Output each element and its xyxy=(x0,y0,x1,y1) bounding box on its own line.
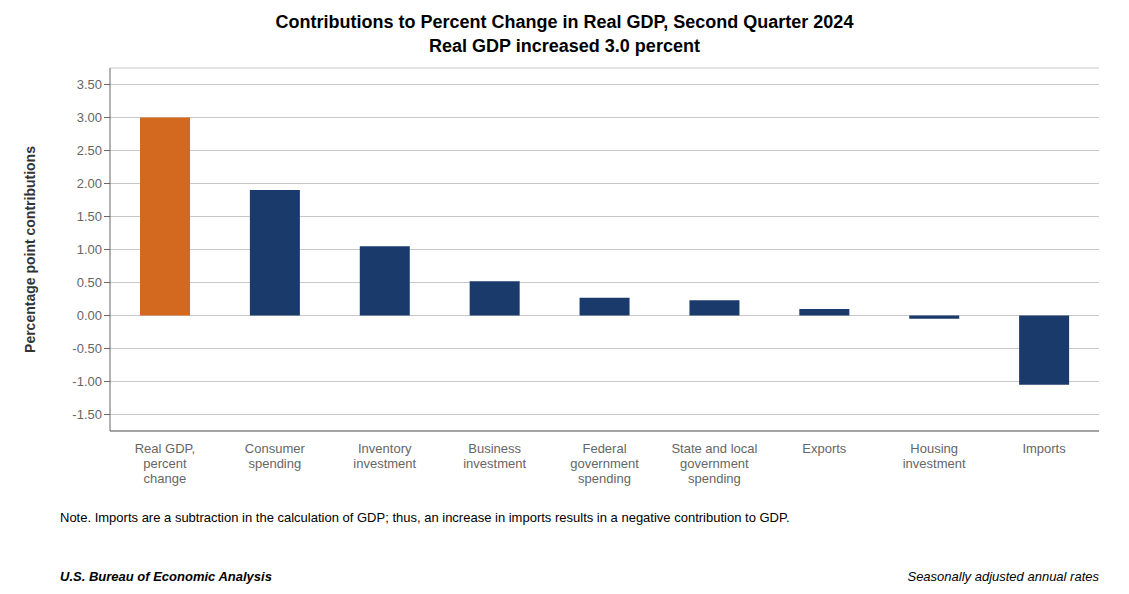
html-text:Seasonally adjusted annual rat: Seasonally adjusted annual rates xyxy=(907,569,1099,584)
svg-text:Housinginvestment: Housinginvestment xyxy=(903,441,966,471)
svg-text:1.50: 1.50 xyxy=(77,209,102,224)
svg-text:3.50: 3.50 xyxy=(77,77,102,92)
svg-text:-0.50: -0.50 xyxy=(72,341,102,356)
svg-text:Businessinvestment: Businessinvestment xyxy=(463,441,526,471)
svg-text:Percentage point contributions: Percentage point contributions xyxy=(22,146,38,353)
svg-text:Inventoryinvestment: Inventoryinvestment xyxy=(353,441,416,471)
svg-text:0.00: 0.00 xyxy=(77,308,102,323)
html-text:Note. Imports are a subtractio: Note. Imports are a subtraction in the c… xyxy=(60,510,790,525)
svg-text:3.00: 3.00 xyxy=(77,110,102,125)
svg-text:0.50: 0.50 xyxy=(77,275,102,290)
svg-text:2.50: 2.50 xyxy=(77,143,102,158)
svg-text:Federalgovernmentspending: Federalgovernmentspending xyxy=(570,441,639,486)
svg-text:-1.00: -1.00 xyxy=(72,374,102,389)
svg-text:Consumerspending: Consumerspending xyxy=(245,441,306,471)
svg-text:1.00: 1.00 xyxy=(77,242,102,257)
svg-text:Imports: Imports xyxy=(1022,441,1066,456)
html-text:Real GDP increased 3.0 percent: Real GDP increased 3.0 percent xyxy=(429,36,700,56)
svg-text:2.00: 2.00 xyxy=(77,176,102,191)
svg-text:State and localgovernmentspend: State and localgovernmentspending xyxy=(671,441,757,486)
svg-text:-1.50: -1.50 xyxy=(72,407,102,422)
html-text:U.S. Bureau of Economic Analys: U.S. Bureau of Economic Analysis xyxy=(60,569,272,584)
svg-text:Real GDP,percentchange: Real GDP,percentchange xyxy=(135,441,195,486)
html-text:Contributions to Percent Chang: Contributions to Percent Change in Real … xyxy=(275,12,854,32)
svg-text:Exports: Exports xyxy=(802,441,847,456)
